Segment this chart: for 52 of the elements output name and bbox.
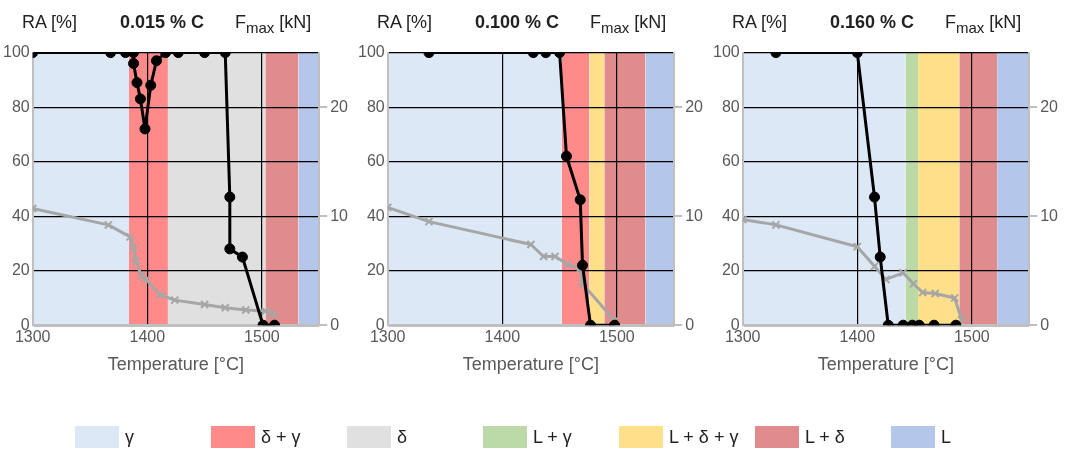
y2-tick-label: 20 [685,97,704,115]
legend-label: L + δ + γ [669,426,739,448]
chart-title: 0.160 % C [830,12,915,33]
legend-label: δ [397,426,408,448]
x-tick-label: 1400 [129,328,166,346]
y-axis-title: RA [%] [377,12,433,33]
y-tick-label: 100 [2,43,30,61]
legend-label: L + δ [805,426,845,448]
y-tick-label: 80 [366,97,385,115]
y-tick-label: 20 [721,261,740,279]
chart-title: 0.100 % C [475,12,560,33]
y-tick-label: 60 [11,152,30,170]
x-tick-label: 1300 [14,328,51,346]
chart-title: 0.015 % C [120,12,205,33]
y2-tick-label: 0 [1040,315,1050,333]
y-axis-title: RA [%] [22,12,78,33]
y-tick-label: 40 [11,206,30,224]
x-tick-label: 1400 [839,328,876,346]
y-tick-label: 20 [366,261,385,279]
y-tick-label: 80 [11,97,30,115]
y-tick-label: 40 [366,206,385,224]
x-tick-label: 1500 [954,328,990,346]
y2-tick-label: 10 [330,206,349,224]
y-tick-label: 40 [721,206,740,224]
legend-label: L + γ [533,426,572,448]
y2-tick-label: 10 [685,206,704,224]
x-axis-title: Temperature [°C] [107,354,245,375]
y-tick-label: 100 [357,43,385,61]
y-tick-label: 20 [11,261,30,279]
legend-label: δ + γ [261,426,301,448]
legend-label: γ [125,426,134,448]
y2-axis-title: F$_{max}$ [kN] [945,12,1022,36]
x-axis-title: Temperature [°C] [462,354,600,375]
y2-tick-label: 20 [1040,97,1059,115]
y-tick-label: 60 [366,152,385,170]
legend-label: L [941,426,952,448]
x-tick-label: 1500 [599,328,635,346]
x-tick-label: 1400 [484,328,521,346]
x-tick-label: 1300 [724,328,761,346]
x-axis-title: Temperature [°C] [817,354,955,375]
y2-tick-label: 20 [330,97,349,115]
x-tick-label: 1300 [369,328,406,346]
y-tick-label: 100 [712,43,740,61]
y2-tick-label: 10 [1040,206,1059,224]
y2-axis-title: F$_{max}$ [kN] [590,12,667,36]
x-tick-label: 1500 [244,328,280,346]
y2-tick-label: 0 [685,315,695,333]
y-tick-label: 80 [721,97,740,115]
y-tick-label: 60 [721,152,740,170]
y2-axis-title: F$_{max}$ [kN] [235,12,312,36]
y2-tick-label: 0 [330,315,340,333]
y-axis-title: RA [%] [732,12,788,33]
